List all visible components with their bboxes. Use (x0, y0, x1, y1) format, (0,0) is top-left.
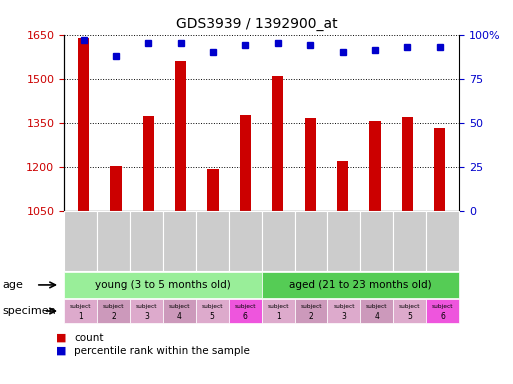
Text: 4: 4 (177, 313, 182, 321)
Bar (207, 169, 219, 384)
Text: subject: subject (300, 304, 322, 309)
Text: 6: 6 (440, 313, 445, 321)
Text: subject: subject (234, 304, 256, 309)
Text: subject: subject (70, 304, 91, 309)
Text: subject: subject (202, 304, 223, 309)
Text: young (3 to 5 months old): young (3 to 5 months old) (95, 280, 231, 290)
Bar (369, 121, 381, 384)
Bar (272, 76, 284, 384)
Bar (110, 166, 122, 384)
Text: subject: subject (366, 304, 388, 309)
Text: 3: 3 (342, 313, 346, 321)
Text: age: age (3, 280, 24, 290)
Bar (175, 61, 186, 384)
Text: subject: subject (169, 304, 190, 309)
Text: 1: 1 (275, 313, 281, 321)
Text: 4: 4 (374, 313, 379, 321)
Bar (78, 38, 89, 384)
Text: specimen: specimen (3, 306, 56, 316)
Text: subject: subject (103, 304, 124, 309)
Text: subject: subject (267, 304, 289, 309)
Text: 3: 3 (144, 313, 149, 321)
Bar (240, 115, 251, 384)
Text: 2: 2 (309, 313, 313, 321)
Text: 5: 5 (210, 313, 215, 321)
Text: subject: subject (399, 304, 421, 309)
Text: subject: subject (432, 304, 453, 309)
Text: percentile rank within the sample: percentile rank within the sample (74, 346, 250, 356)
Text: ■: ■ (56, 346, 67, 356)
Text: subject: subject (135, 304, 157, 309)
Bar (402, 117, 413, 384)
Text: subject: subject (333, 304, 354, 309)
Text: 6: 6 (243, 313, 248, 321)
Text: ■: ■ (56, 333, 67, 343)
Bar (337, 161, 348, 384)
Text: 1: 1 (78, 313, 83, 321)
Text: 5: 5 (407, 313, 412, 321)
Bar (305, 119, 316, 384)
Bar (143, 116, 154, 384)
Bar (434, 128, 445, 384)
Text: GDS3939 / 1392900_at: GDS3939 / 1392900_at (175, 17, 338, 31)
Text: count: count (74, 333, 104, 343)
Text: 2: 2 (111, 313, 116, 321)
Text: aged (21 to 23 months old): aged (21 to 23 months old) (289, 280, 432, 290)
